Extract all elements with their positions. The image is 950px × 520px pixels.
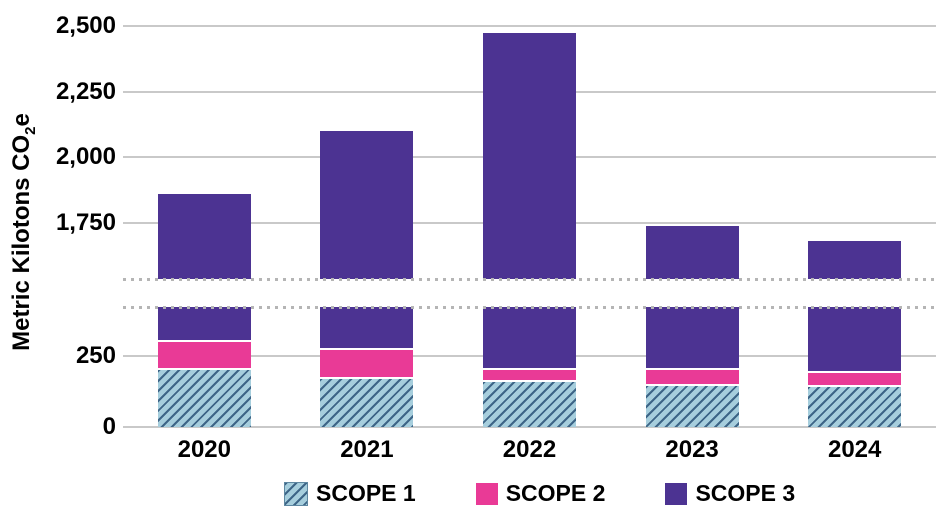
- bar-2024-scope-3-upper-segment: [808, 241, 902, 279]
- bar-2020-scope-2-segment: [157, 341, 251, 371]
- bar-2023-scope-1-segment: [645, 385, 739, 427]
- y-tick-label-1750: 1,750: [55, 209, 116, 236]
- bar-2021-scope-3-upper-segment: [320, 131, 414, 279]
- y-tick-label-0: 0: [102, 413, 116, 440]
- legend: SCOPE 1 SCOPE 2 SCOPE 3: [284, 480, 795, 507]
- legend-label-scope-2: SCOPE 2: [505, 480, 606, 506]
- legend-item-scope-3: SCOPE 3: [665, 480, 795, 507]
- bar-2020-scope-1-segment: [157, 370, 251, 427]
- x-tick-label-2024: 2024: [827, 436, 882, 463]
- y-tick-label-2000: 2,000: [55, 143, 116, 171]
- bar-2020-scope-3-upper-segment: [157, 194, 251, 279]
- legend-item-scope-1: SCOPE 1: [284, 480, 416, 507]
- legend-swatch-scope-3-icon: [665, 482, 688, 505]
- legend-item-scope-2: SCOPE 2: [475, 480, 606, 507]
- bar-2022-scope-3-lower-segment: [483, 307, 576, 371]
- bar-2022-scope-3-upper-segment: [483, 32, 576, 279]
- bar-2024-scope-2-segment: [808, 373, 902, 388]
- x-tick-label-2021: 2021: [340, 436, 394, 463]
- bar-2020-scope-3-lower-segment: [157, 307, 251, 342]
- x-tick-label-2023: 2023: [665, 436, 719, 463]
- y-tick-label-250: 250: [75, 342, 116, 369]
- x-tick-label-2022: 2022: [502, 436, 557, 463]
- legend-label-scope-3: SCOPE 3: [695, 480, 796, 506]
- gridline-0: [123, 426, 936, 428]
- bar-2023-scope-3-upper-segment: [645, 225, 739, 279]
- bar-2023-scope-2-segment: [645, 370, 739, 386]
- bar-2022-scope-2-segment: [483, 370, 576, 382]
- bar-2021-scope-1-segment: [320, 378, 414, 427]
- bar-2024-scope-3-lower-segment: [808, 307, 902, 374]
- y-tick-label-2500: 2,500: [55, 12, 116, 39]
- legend-label-scope-1: SCOPE 1: [316, 480, 416, 506]
- bar-2023-scope-3-lower-segment: [645, 307, 739, 371]
- legend-swatch-scope-1-hatched-icon: [284, 481, 308, 506]
- bar-2024-scope-1-segment: [808, 387, 902, 427]
- y-tick-label-2250: 2,250: [55, 77, 116, 105]
- bar-2021-scope-3-lower-segment: [320, 307, 414, 351]
- axis-break-lower-line: [123, 305, 936, 309]
- bar-2021-scope-2-segment: [320, 350, 414, 379]
- bar-2022-scope-1-segment: [483, 381, 576, 427]
- legend-swatch-scope-2-icon: [475, 482, 498, 505]
- x-tick-label-2020: 2020: [177, 436, 231, 463]
- axis-break-upper-line: [123, 277, 936, 281]
- gridline-2500: [123, 25, 936, 27]
